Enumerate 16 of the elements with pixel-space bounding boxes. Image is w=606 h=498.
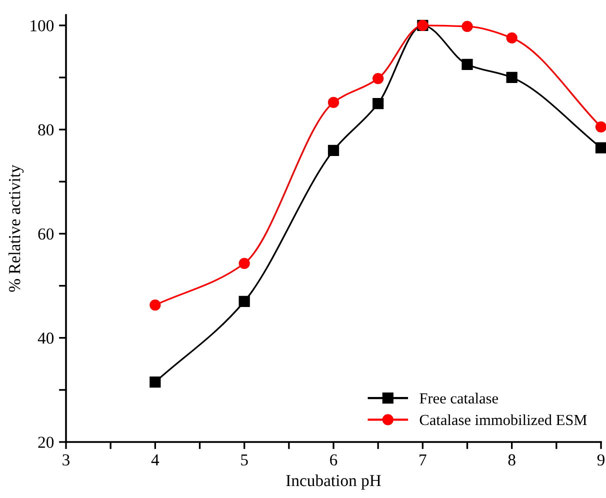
x-tick-label: 5 [241,454,248,466]
y-tick-label: 100 [30,20,54,32]
y-tick-label: 20 [38,436,54,448]
x-axis-title: Incubation pH [286,474,381,490]
y-axis-title: % Relative activity [8,164,24,292]
y-tick-label: 80 [38,124,54,136]
y-tick-label: 60 [38,228,54,240]
x-tick-label: 8 [508,454,516,466]
x-tick-label: 3 [62,454,70,466]
x-tick-label: 4 [151,454,160,466]
x-tick-label: 7 [420,454,426,466]
legend-label: Catalase immobilized ESM [420,414,587,426]
y-tick-label: 40 [38,332,54,344]
x-tick-label: 9 [597,454,604,466]
x-tick-label: 6 [330,454,338,466]
legend-label: Free catalase [420,392,498,404]
